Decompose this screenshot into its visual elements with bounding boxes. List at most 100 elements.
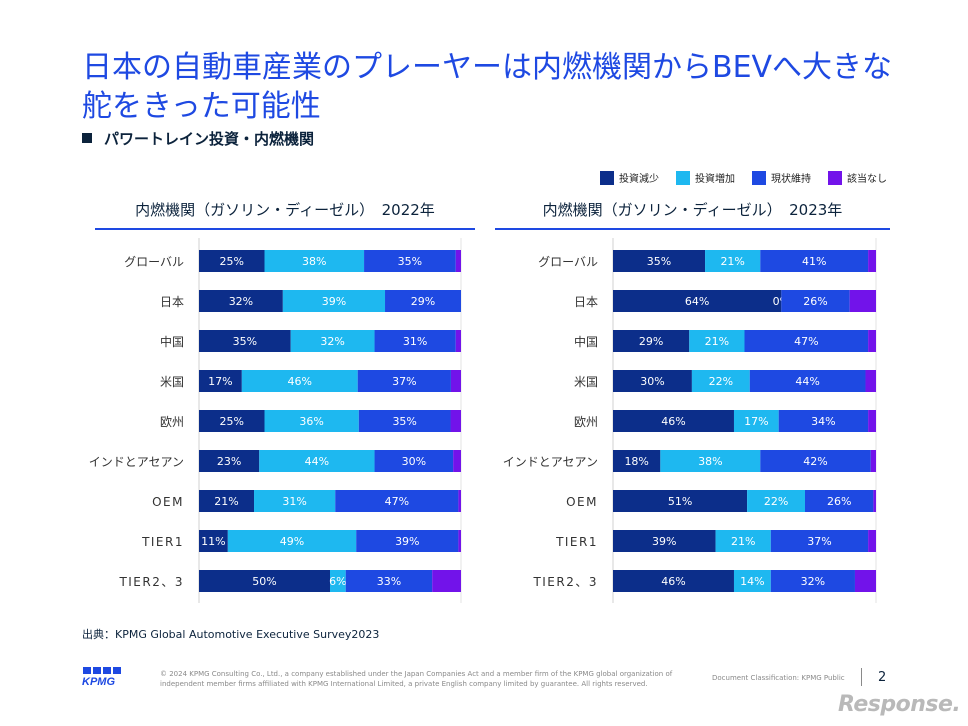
data-label: 47%: [385, 495, 409, 508]
data-label: 22%: [709, 375, 733, 388]
bar-segment: [290, 330, 375, 352]
bar-segment: [455, 250, 461, 272]
category-label: TIER2、3: [532, 575, 598, 589]
bar-segment: [733, 410, 779, 432]
legend-swatch: [752, 171, 766, 185]
data-label: 30%: [640, 375, 664, 388]
data-label: 46%: [288, 375, 312, 388]
data-label: 34%: [811, 415, 835, 428]
chart-title-text: 内燃機関（ガソリン・ディーゼル） 2023年: [542, 201, 843, 219]
bar-segment: [364, 250, 456, 272]
legend-swatch: [600, 171, 614, 185]
kpmg-logo: KPMG: [82, 667, 121, 687]
data-label: 29%: [411, 295, 435, 308]
bar-segment: [199, 410, 265, 432]
bar-segment: [613, 450, 661, 472]
bar-segment: [770, 530, 869, 552]
category-label: 米国: [160, 375, 184, 389]
bar-segment: [264, 250, 365, 272]
bar-segment: [455, 330, 461, 352]
data-label: 30%: [402, 455, 426, 468]
bar-segment: [450, 410, 461, 432]
bar-segment: [744, 330, 869, 352]
footer-divider: [861, 668, 862, 686]
data-label: 32%: [801, 575, 825, 588]
legend-item-increase: 投資増加: [676, 170, 735, 185]
category-label: インドとアセアン: [89, 455, 184, 469]
data-label: 18%: [624, 455, 648, 468]
bullet-square-icon: [82, 133, 92, 143]
bar-segment: [358, 410, 451, 432]
bar-segment: [345, 570, 433, 592]
data-label: 17%: [208, 375, 232, 388]
data-label: 32%: [320, 335, 344, 348]
page-number: 2: [878, 670, 887, 685]
bar-segment: [868, 250, 876, 272]
bar-segment: [458, 490, 461, 512]
bar-segment: [227, 530, 357, 552]
data-label: 21%: [705, 335, 729, 348]
bar-segment: [282, 290, 386, 312]
copyright-notice: © 2024 KPMG Consulting Co., Ltd., a comp…: [160, 670, 673, 688]
svg-text:KPMG: KPMG: [82, 676, 115, 687]
legend-label: 現状維持: [771, 174, 811, 185]
data-label: 39%: [395, 535, 419, 548]
bar-segment: [705, 250, 761, 272]
category-label: OEM: [566, 495, 598, 509]
subtitle-text: パワートレイン投資・内燃機関: [104, 130, 315, 148]
category-label: グローバル: [124, 255, 184, 269]
data-label: 39%: [652, 535, 676, 548]
category-label: OEM: [152, 495, 184, 509]
bar-segment: [870, 450, 876, 472]
data-label: 35%: [647, 255, 671, 268]
data-label: 33%: [377, 575, 401, 588]
bar-segment: [199, 370, 242, 392]
bar-segment: [770, 570, 855, 592]
data-label: 26%: [803, 295, 827, 308]
data-label: 25%: [220, 415, 244, 428]
data-label: 31%: [282, 495, 306, 508]
data-label: 31%: [403, 335, 427, 348]
data-label: 11%: [201, 535, 225, 548]
bar-segment: [458, 530, 461, 552]
data-label: 47%: [794, 335, 818, 348]
data-label: 35%: [392, 415, 416, 428]
data-label: 14%: [740, 575, 764, 588]
category-label: 欧州: [160, 415, 184, 429]
data-label: 37%: [392, 375, 416, 388]
category-label: 米国: [574, 375, 598, 389]
bar-segment: [868, 530, 876, 552]
bar-segment: [613, 370, 692, 392]
chart-title-underline: [95, 228, 475, 230]
data-label: 35%: [398, 255, 422, 268]
bar-segment: [778, 410, 869, 432]
data-label: 37%: [807, 535, 831, 548]
legend-label: 投資増加: [695, 174, 735, 185]
data-label: 36%: [299, 415, 323, 428]
bar-segment: [868, 330, 876, 352]
category-label: 日本: [574, 295, 598, 309]
data-label: 38%: [302, 255, 326, 268]
data-label: 46%: [661, 415, 685, 428]
bar-segment: [432, 570, 461, 592]
bar-segment: [613, 250, 706, 272]
data-label: 49%: [280, 535, 304, 548]
legend-item-decrease: 投資減少: [600, 170, 659, 185]
watermark: Response.: [838, 692, 961, 717]
data-label: 44%: [795, 375, 819, 388]
data-label: 38%: [698, 455, 722, 468]
bar-segment: [199, 250, 265, 272]
data-label: 41%: [802, 255, 826, 268]
data-label: 21%: [720, 255, 744, 268]
category-label: TIER2、3: [118, 575, 184, 589]
bar-segment: [613, 290, 782, 312]
data-label: 21%: [731, 535, 755, 548]
data-label: 22%: [764, 495, 788, 508]
chart-title-underline: [495, 228, 890, 230]
bar-segment: [613, 330, 690, 352]
bar-segment: [747, 490, 805, 512]
bar-segment: [865, 370, 876, 392]
category-label: グローバル: [538, 255, 598, 269]
category-label: 中国: [160, 334, 184, 349]
legend-swatch: [676, 171, 690, 185]
